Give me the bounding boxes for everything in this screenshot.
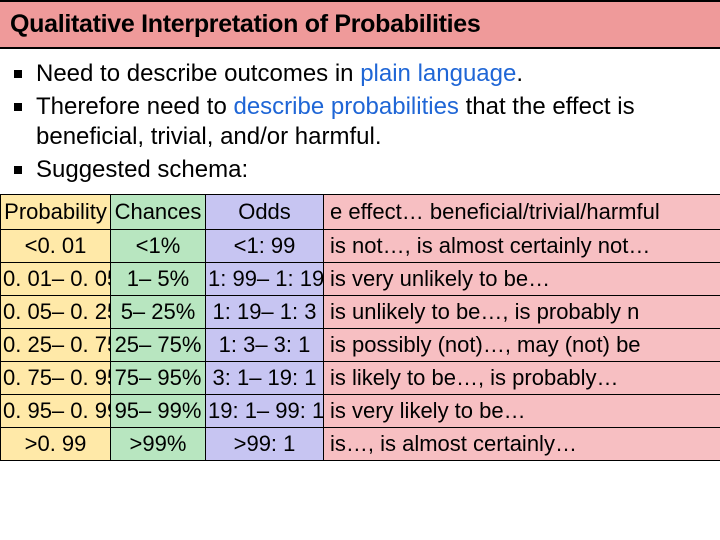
cell-probability: >0. 99 (1, 427, 111, 460)
bullet-item: Need to describe outcomes in plain langu… (14, 59, 710, 90)
cell-odds: 1: 99– 1: 19 (206, 262, 324, 295)
cell-odds: 1: 19– 1: 3 (206, 295, 324, 328)
header-probability: Probability (1, 194, 111, 229)
table-row: 0. 01– 0. 05 1– 5% 1: 99– 1: 19 is very … (1, 262, 720, 295)
cell-odds: <1: 99 (206, 229, 324, 262)
cell-description: is not…, is almost certainly not… (324, 229, 720, 262)
bullet-list: Need to describe outcomes in plain langu… (0, 49, 720, 194)
cell-chances: >99% (111, 427, 206, 460)
cell-chances: 1– 5% (111, 262, 206, 295)
cell-chances: 95– 99% (111, 394, 206, 427)
table-body: <0. 01 <1% <1: 99 is not…, is almost cer… (1, 229, 720, 460)
bullet-item: Therefore need to describe probabilities… (14, 92, 710, 153)
cell-probability: 0. 95– 0. 99 (1, 394, 111, 427)
cell-odds: >99: 1 (206, 427, 324, 460)
header-description: e effect… beneficial/trivial/harmful (324, 194, 720, 229)
text-fragment: . (516, 60, 523, 87)
cell-description: is…, is almost certainly… (324, 427, 720, 460)
table-row: 0. 75– 0. 95 75– 95% 3: 1– 19: 1 is like… (1, 361, 720, 394)
bullet-item: Suggested schema: (14, 155, 710, 186)
cell-odds: 1: 3– 3: 1 (206, 328, 324, 361)
probability-table: Probability Chances Odds e effect… benef… (0, 194, 720, 461)
cell-chances: 5– 25% (111, 295, 206, 328)
table-row: 0. 05– 0. 25 5– 25% 1: 19– 1: 3 is unlik… (1, 295, 720, 328)
cell-description: is very unlikely to be… (324, 262, 720, 295)
probability-table-container: Probability Chances Odds e effect… benef… (0, 194, 720, 461)
cell-odds: 3: 1– 19: 1 (206, 361, 324, 394)
table-row: 0. 95– 0. 99 95– 99% 19: 1– 99: 1 is ver… (1, 394, 720, 427)
text-fragment: Need to describe outcomes in (36, 60, 360, 87)
cell-probability: <0. 01 (1, 229, 111, 262)
cell-description: is likely to be…, is probably… (324, 361, 720, 394)
cell-description: is unlikely to be…, is probably n (324, 295, 720, 328)
cell-probability: 0. 75– 0. 95 (1, 361, 111, 394)
cell-probability: 0. 01– 0. 05 (1, 262, 111, 295)
slide: Qualitative Interpretation of Probabilit… (0, 0, 720, 540)
bullet-dot-icon (14, 103, 22, 111)
table-row: >0. 99 >99% >99: 1 is…, is almost certai… (1, 427, 720, 460)
text-fragment: Therefore need to (36, 93, 233, 120)
cell-description: is possibly (not)…, may (not) be (324, 328, 720, 361)
cell-chances: 75– 95% (111, 361, 206, 394)
cell-description: is very likely to be… (324, 394, 720, 427)
table-row: 0. 25– 0. 75 25– 75% 1: 3– 3: 1 is possi… (1, 328, 720, 361)
cell-probability: 0. 25– 0. 75 (1, 328, 111, 361)
slide-title: Qualitative Interpretation of Probabilit… (0, 0, 720, 49)
header-odds: Odds (206, 194, 324, 229)
bullet-dot-icon (14, 70, 22, 78)
bullet-text: Therefore need to describe probabilities… (36, 92, 710, 153)
cell-chances: <1% (111, 229, 206, 262)
cell-chances: 25– 75% (111, 328, 206, 361)
bullet-text: Need to describe outcomes in plain langu… (36, 59, 710, 90)
text-highlight: plain language (360, 60, 516, 87)
table-header-row: Probability Chances Odds e effect… benef… (1, 194, 720, 229)
cell-odds: 19: 1– 99: 1 (206, 394, 324, 427)
bullet-dot-icon (14, 166, 22, 174)
cell-probability: 0. 05– 0. 25 (1, 295, 111, 328)
header-chances: Chances (111, 194, 206, 229)
text-highlight: describe probabilities (233, 93, 458, 120)
table-row: <0. 01 <1% <1: 99 is not…, is almost cer… (1, 229, 720, 262)
bullet-text: Suggested schema: (36, 155, 710, 186)
